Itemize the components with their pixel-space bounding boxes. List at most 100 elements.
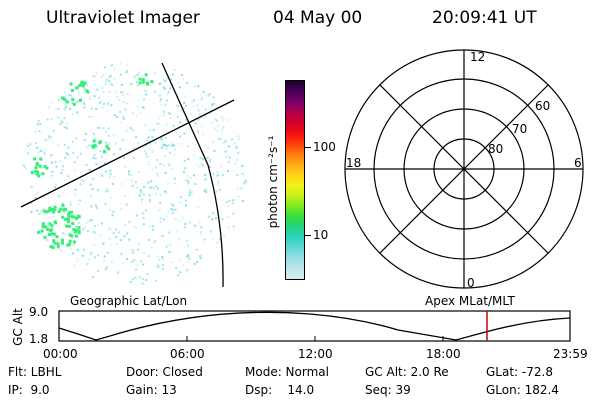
ip-info: IP: 9.0: [8, 383, 50, 397]
colorbar-tick-100-line: [305, 147, 311, 148]
emission-speck: [67, 214, 71, 218]
emission-speck: [71, 98, 75, 102]
noise-speck: [105, 78, 108, 81]
noise-speck: [184, 199, 187, 202]
noise-speck: [162, 144, 165, 146]
noise-speck: [45, 164, 48, 167]
noise-speck: [172, 204, 175, 207]
noise-speck: [120, 83, 123, 86]
noise-speck: [200, 231, 203, 233]
noise-speck: [205, 191, 208, 193]
noise-speck: [39, 149, 42, 152]
emission-speck: [150, 80, 154, 84]
noise-speck: [184, 95, 187, 98]
noise-speck: [156, 159, 159, 162]
emission-speck: [49, 245, 53, 249]
noise-speck: [178, 238, 181, 241]
colorbar-gradient: [286, 81, 304, 279]
emission-speck: [70, 234, 74, 238]
noise-speck: [51, 174, 54, 177]
emission-speck: [105, 144, 109, 148]
noise-speck: [36, 209, 38, 212]
noise-speck: [91, 219, 94, 221]
noise-speck: [135, 81, 138, 84]
noise-speck: [138, 194, 141, 197]
noise-speck: [44, 148, 47, 151]
noise-speck: [219, 238, 221, 241]
noise-speck: [123, 194, 126, 197]
noise-speck: [175, 104, 178, 107]
noise-speck: [173, 144, 176, 147]
noise-speck: [164, 190, 166, 193]
noise-speck: [115, 236, 118, 238]
noise-speck: [100, 75, 103, 78]
glat-info: GLat: -72.8: [486, 365, 553, 379]
emission-speck: [48, 228, 52, 232]
noise-speck: [185, 105, 188, 107]
emission-speck: [65, 224, 69, 228]
noise-speck: [224, 150, 227, 153]
noise-speck: [110, 64, 113, 67]
emission-speck: [34, 170, 38, 174]
noise-speck: [156, 173, 159, 176]
noise-speck: [44, 139, 47, 142]
noise-speck: [211, 103, 214, 106]
noise-speck: [85, 163, 88, 166]
timeline-x-tick-0: 00:00: [43, 347, 78, 361]
noise-speck: [136, 73, 139, 76]
noise-speck: [126, 258, 129, 261]
noise-speck: [181, 74, 184, 76]
noise-speck: [120, 91, 123, 94]
noise-speck: [143, 252, 146, 255]
noise-speck: [202, 133, 205, 136]
noise-speck: [188, 189, 191, 192]
noise-speck: [35, 193, 38, 196]
noise-speck: [92, 188, 95, 191]
noise-speck: [159, 193, 162, 196]
noise-speck: [90, 252, 93, 255]
noise-speck: [241, 165, 244, 167]
noise-speck: [166, 76, 169, 79]
noise-speck: [96, 188, 99, 191]
noise-speck: [73, 169, 76, 172]
noise-speck: [131, 179, 134, 182]
noise-speck: [211, 104, 213, 107]
emission-speck: [74, 234, 78, 238]
noise-speck: [65, 104, 67, 107]
noise-speck: [211, 218, 214, 221]
noise-speck: [69, 203, 72, 206]
emission-speck: [61, 96, 64, 100]
noise-speck: [196, 261, 198, 264]
noise-speck: [104, 130, 107, 133]
noise-speck: [148, 147, 151, 150]
noise-speck: [98, 96, 100, 99]
noise-speck: [119, 62, 122, 65]
noise-speck: [107, 76, 110, 79]
noise-speck: [122, 101, 125, 104]
noise-speck: [66, 127, 69, 130]
emission-speck: [78, 83, 82, 87]
noise-speck: [152, 129, 155, 131]
emission-speck: [41, 225, 45, 229]
noise-speck: [218, 137, 220, 140]
emission-speck: [74, 230, 77, 234]
noise-speck: [83, 106, 86, 109]
noise-speck: [180, 143, 183, 145]
noise-speck: [154, 141, 157, 144]
noise-speck: [188, 194, 191, 197]
noise-speck: [54, 202, 57, 205]
noise-speck: [228, 200, 231, 202]
noise-speck: [158, 83, 161, 85]
noise-speck: [44, 211, 47, 214]
emission-speck: [48, 208, 52, 212]
noise-speck: [146, 138, 149, 141]
noise-speck: [27, 145, 29, 147]
noise-speck: [211, 122, 214, 125]
noise-speck: [179, 201, 182, 204]
noise-speck: [172, 124, 175, 127]
noise-speck: [148, 225, 151, 228]
noise-speck: [174, 131, 177, 134]
emission-speck: [50, 224, 54, 228]
noise-speck: [34, 142, 37, 145]
emission-speck: [48, 206, 52, 210]
